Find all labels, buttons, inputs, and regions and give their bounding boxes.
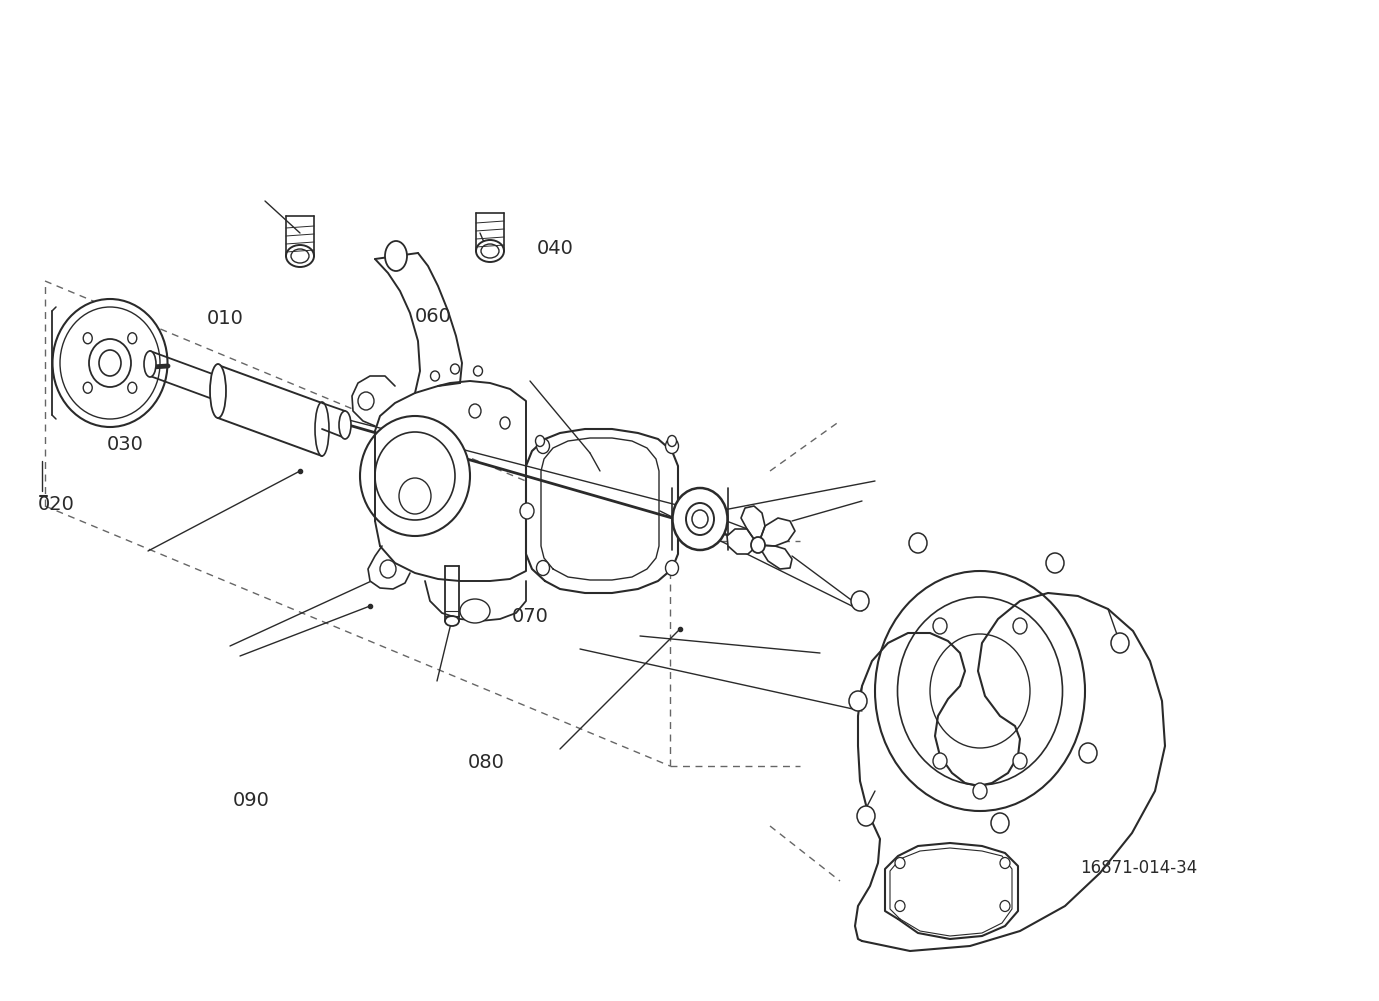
- Ellipse shape: [1047, 553, 1065, 573]
- Polygon shape: [855, 593, 1165, 951]
- Text: 030: 030: [108, 435, 143, 454]
- Polygon shape: [368, 546, 410, 589]
- Text: 020: 020: [39, 495, 74, 515]
- Ellipse shape: [667, 435, 677, 446]
- Text: 040: 040: [536, 238, 574, 257]
- Ellipse shape: [501, 417, 510, 429]
- Text: 070: 070: [512, 608, 549, 627]
- Ellipse shape: [399, 478, 432, 514]
- Ellipse shape: [752, 537, 765, 553]
- Ellipse shape: [128, 332, 137, 343]
- Ellipse shape: [375, 432, 455, 520]
- Text: 16871-014-34: 16871-014-34: [1080, 859, 1197, 877]
- Ellipse shape: [666, 561, 678, 576]
- Ellipse shape: [83, 332, 92, 343]
- Ellipse shape: [339, 411, 352, 439]
- Text: 060: 060: [415, 306, 452, 325]
- Text: 080: 080: [467, 754, 505, 773]
- Ellipse shape: [90, 339, 131, 387]
- Ellipse shape: [461, 599, 490, 623]
- Ellipse shape: [849, 691, 867, 711]
- Ellipse shape: [360, 416, 470, 536]
- Polygon shape: [352, 376, 394, 426]
- Polygon shape: [418, 253, 462, 383]
- Ellipse shape: [536, 561, 549, 576]
- Polygon shape: [525, 429, 678, 593]
- Ellipse shape: [469, 404, 481, 418]
- Ellipse shape: [476, 240, 503, 262]
- Polygon shape: [425, 581, 525, 621]
- Ellipse shape: [895, 901, 905, 912]
- Ellipse shape: [99, 350, 121, 376]
- Ellipse shape: [851, 591, 869, 611]
- Ellipse shape: [692, 510, 707, 528]
- Polygon shape: [885, 843, 1018, 939]
- Polygon shape: [758, 518, 796, 546]
- Ellipse shape: [381, 560, 396, 578]
- Ellipse shape: [974, 783, 987, 799]
- Ellipse shape: [481, 244, 499, 258]
- Ellipse shape: [143, 351, 156, 377]
- Ellipse shape: [430, 371, 440, 381]
- Polygon shape: [727, 529, 758, 554]
- Ellipse shape: [1000, 901, 1009, 912]
- Ellipse shape: [1078, 743, 1098, 763]
- Polygon shape: [758, 545, 792, 569]
- Ellipse shape: [909, 533, 927, 553]
- Ellipse shape: [535, 435, 545, 446]
- Ellipse shape: [992, 813, 1009, 833]
- Ellipse shape: [451, 364, 459, 374]
- Ellipse shape: [445, 616, 459, 626]
- Polygon shape: [439, 381, 525, 466]
- Ellipse shape: [473, 366, 483, 376]
- Ellipse shape: [666, 438, 678, 453]
- Polygon shape: [375, 259, 421, 393]
- Ellipse shape: [1014, 618, 1027, 634]
- Ellipse shape: [685, 503, 714, 535]
- Polygon shape: [741, 506, 765, 545]
- Ellipse shape: [128, 382, 137, 393]
- Ellipse shape: [1000, 858, 1009, 869]
- Ellipse shape: [210, 364, 226, 418]
- Ellipse shape: [856, 806, 876, 826]
- Ellipse shape: [1014, 753, 1027, 769]
- Ellipse shape: [895, 858, 905, 869]
- Ellipse shape: [291, 249, 309, 263]
- Ellipse shape: [1111, 633, 1129, 653]
- Polygon shape: [381, 546, 525, 581]
- Ellipse shape: [52, 299, 167, 427]
- Text: 010: 010: [207, 308, 244, 327]
- Ellipse shape: [359, 392, 374, 410]
- Ellipse shape: [83, 382, 92, 393]
- Ellipse shape: [673, 488, 728, 550]
- Ellipse shape: [536, 438, 549, 453]
- Polygon shape: [375, 383, 461, 431]
- Ellipse shape: [520, 503, 534, 519]
- Ellipse shape: [285, 245, 314, 267]
- Ellipse shape: [934, 753, 947, 769]
- Text: 090: 090: [233, 791, 270, 810]
- Ellipse shape: [314, 402, 330, 456]
- Ellipse shape: [385, 241, 407, 271]
- Ellipse shape: [934, 618, 947, 634]
